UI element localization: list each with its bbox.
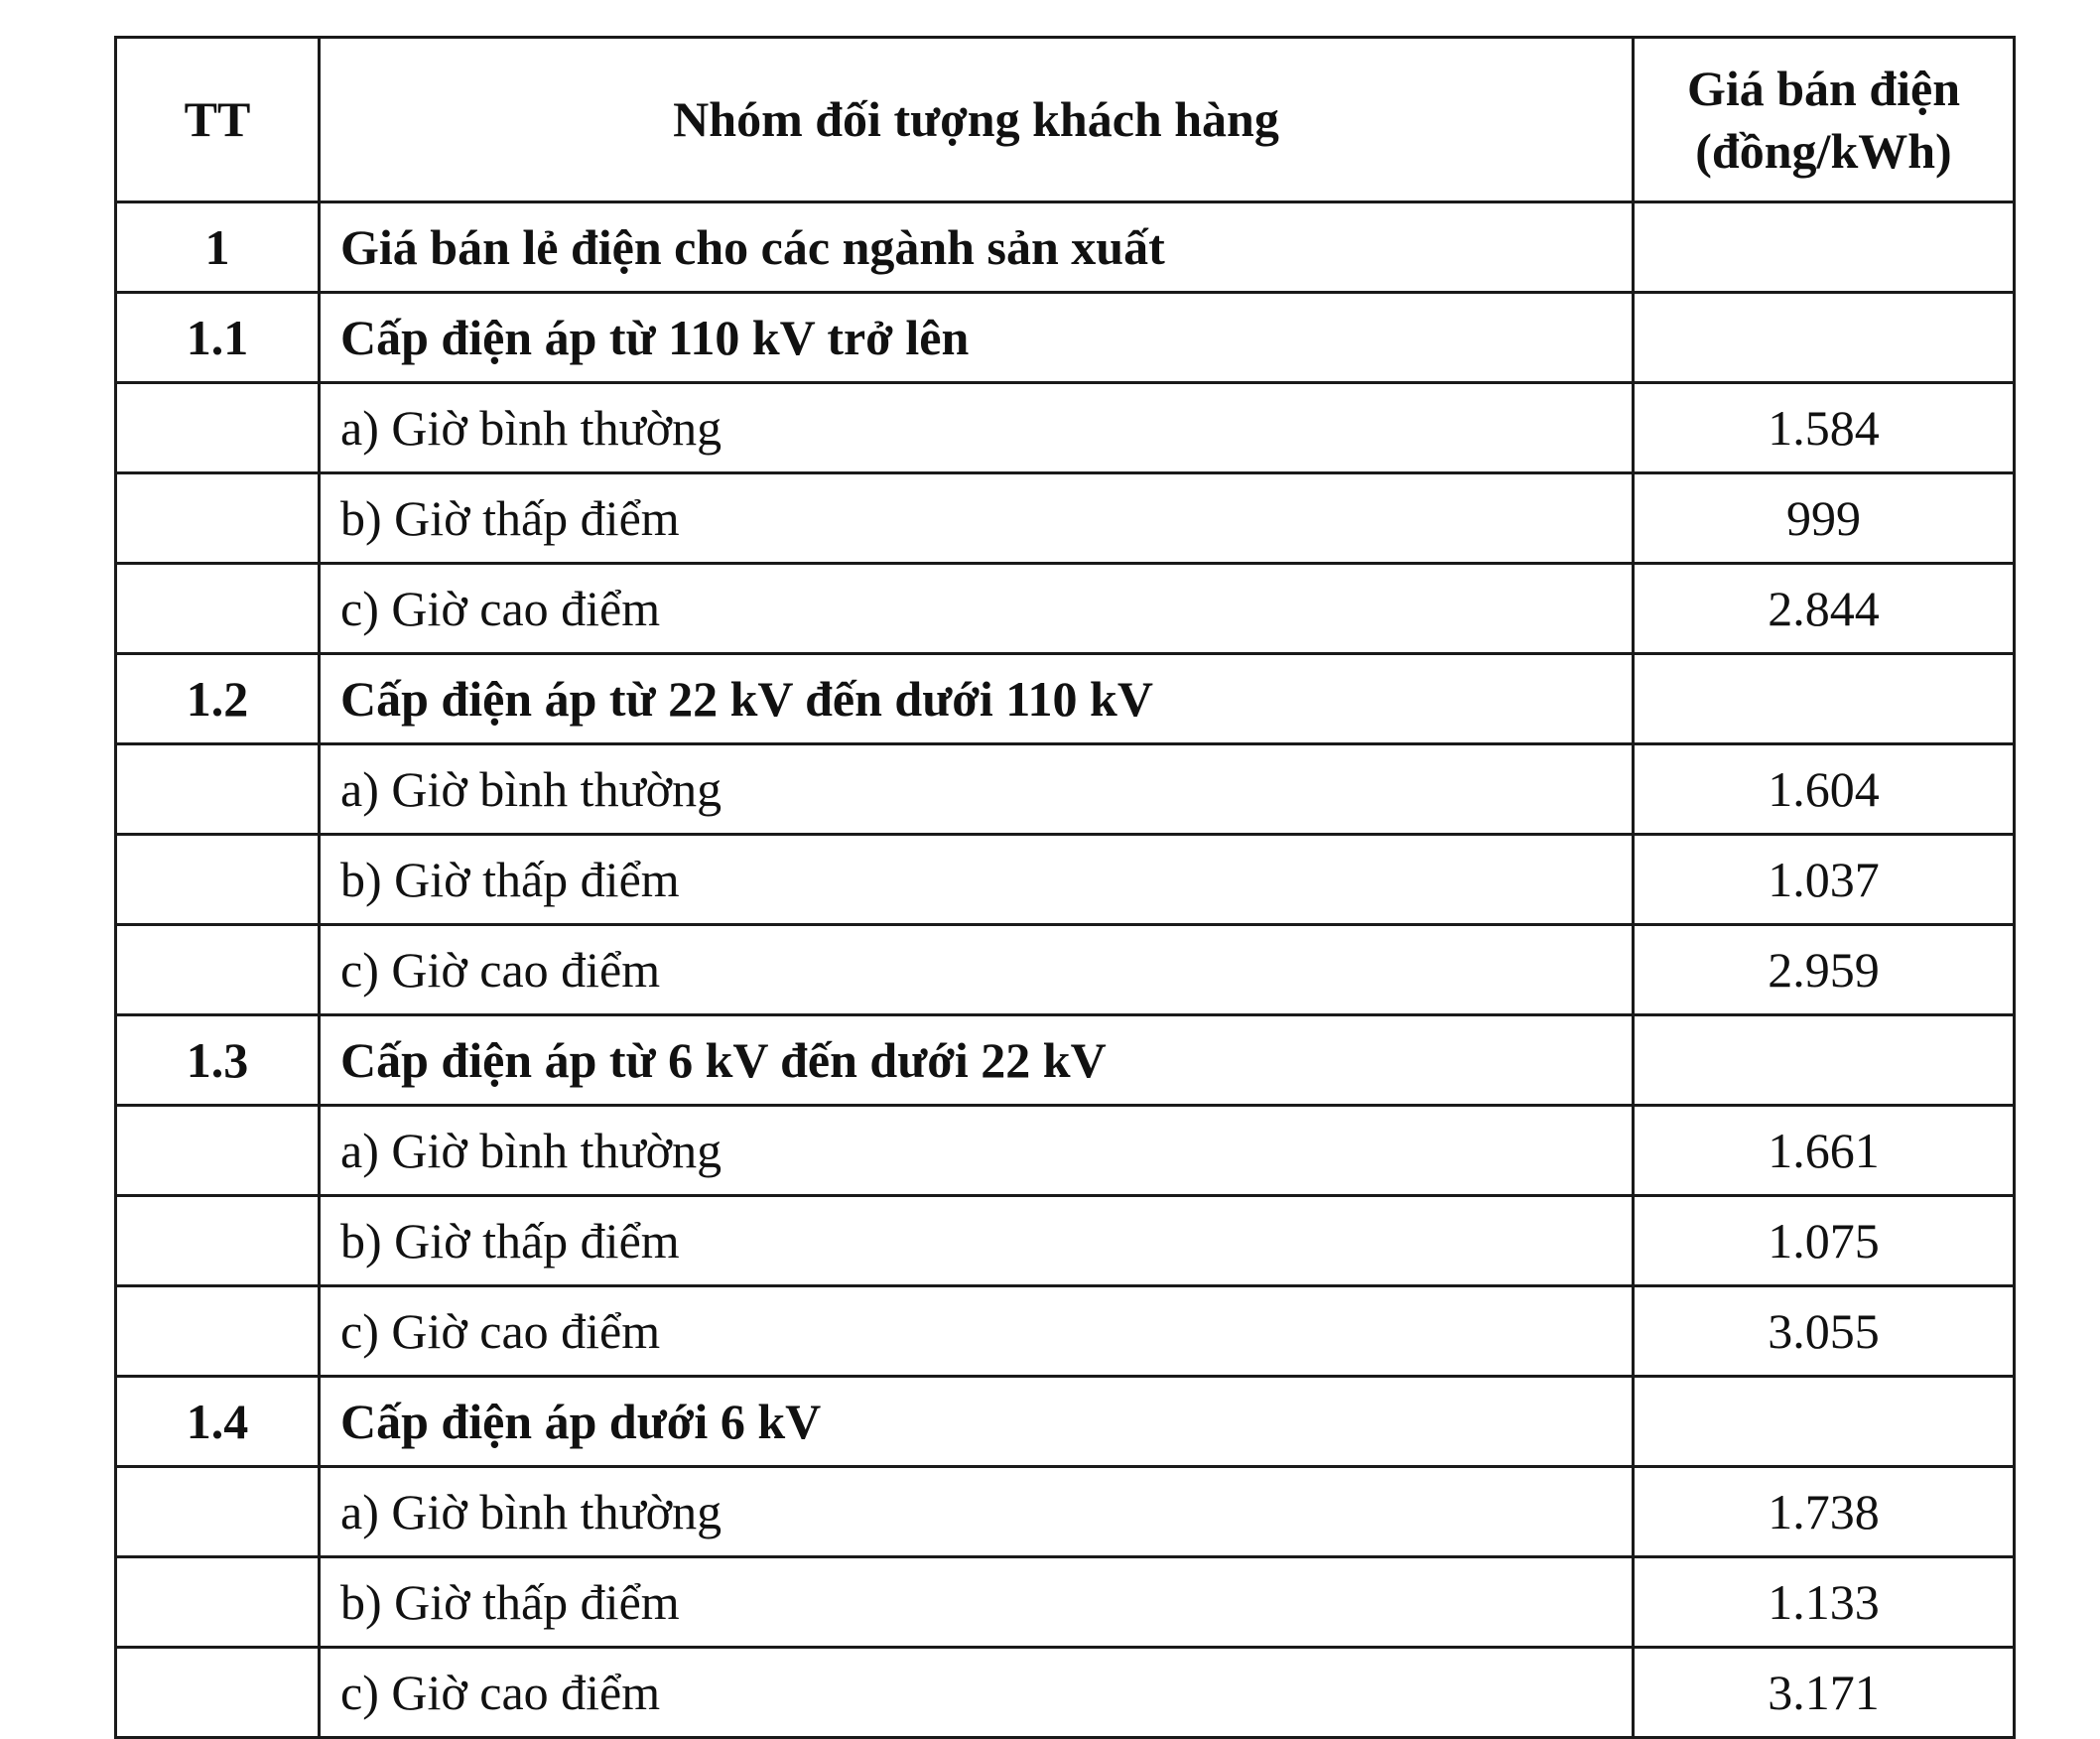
row-price: 1.661 [1632,1104,2016,1197]
row-customer-group: a) Giờ bình thường [318,1465,1635,1558]
row-number [114,381,321,474]
row-number: 1.1 [114,291,321,384]
row-price: 999 [1632,471,2016,565]
row-customer-group: c) Giờ cao điểm [318,1284,1635,1378]
row-price [1632,291,2016,384]
row-customer-group: a) Giờ bình thường [318,1104,1635,1197]
table-row: b) Giờ thấp điểm 1.133 [114,1555,2016,1649]
header-row: TT Nhóm đối tượng khách hàng Giá bán điệ… [114,36,2016,203]
row-price: 1.075 [1632,1194,2016,1287]
row-customer-group: c) Giờ cao điểm [318,923,1635,1016]
row-number [114,1104,321,1197]
header-customer-group: Nhóm đối tượng khách hàng [318,36,1635,203]
table-row: c) Giờ cao điểm 2.844 [114,562,2016,655]
row-number [114,1646,321,1739]
row-price: 1.584 [1632,381,2016,474]
table-row: b) Giờ thấp điểm 1.037 [114,833,2016,926]
row-customer-group: b) Giờ thấp điểm [318,1194,1635,1287]
table-row: b) Giờ thấp điểm 999 [114,471,2016,565]
row-number [114,742,321,836]
row-customer-group: b) Giờ thấp điểm [318,1555,1635,1649]
row-customer-group: a) Giờ bình thường [318,381,1635,474]
table-group-row: 1.3 Cấp điện áp từ 6 kV đến dưới 22 kV [114,1013,2016,1107]
header-tt: TT [114,36,321,203]
row-price [1632,1013,2016,1107]
row-price [1632,652,2016,745]
table-body: 1 Giá bán lẻ điện cho các ngành sản xuất 1… [114,201,2016,1739]
table-row: c) Giờ cao điểm 2.959 [114,923,2016,1016]
table-group-row: 1.4 Cấp điện áp dưới 6 kV [114,1375,2016,1468]
row-price: 3.171 [1632,1646,2016,1739]
header-price-line1: Giá bán điện [1686,61,1961,116]
row-price: 1.037 [1632,833,2016,926]
row-customer-group: Cấp điện áp từ 110 kV trở lên [318,291,1635,384]
row-price: 1.604 [1632,742,2016,836]
row-price: 1.133 [1632,1555,2016,1649]
row-price [1632,201,2016,294]
table-row: a) Giờ bình thường 1.661 [114,1104,2016,1197]
row-number [114,1555,321,1649]
row-number [114,562,321,655]
row-number [114,471,321,565]
row-customer-group: c) Giờ cao điểm [318,562,1635,655]
table-group-row: 1.2 Cấp điện áp từ 22 kV đến dưới 110 kV [114,652,2016,745]
electricity-price-table: TT Nhóm đối tượng khách hàng Giá bán điệ… [114,36,2016,1739]
row-number [114,1194,321,1287]
table-row: c) Giờ cao điểm 3.171 [114,1646,2016,1739]
header-price-unit: (đồng/kWh) [1695,122,1952,179]
row-number: 1.3 [114,1013,321,1107]
row-number [114,923,321,1016]
row-number [114,833,321,926]
row-number: 1.2 [114,652,321,745]
row-number: 1 [114,201,321,294]
row-customer-group: Cấp điện áp từ 6 kV đến dưới 22 kV [318,1013,1635,1107]
table-row: a) Giờ bình thường 1.604 [114,742,2016,836]
row-price: 2.959 [1632,923,2016,1016]
row-number [114,1284,321,1378]
table-row: a) Giờ bình thường 1.738 [114,1465,2016,1558]
row-customer-group: Cấp điện áp dưới 6 kV [318,1375,1635,1468]
row-number [114,1465,321,1558]
row-number: 1.4 [114,1375,321,1468]
row-price: 3.055 [1632,1284,2016,1378]
row-customer-group: c) Giờ cao điểm [318,1646,1635,1739]
row-customer-group: Cấp điện áp từ 22 kV đến dưới 110 kV [318,652,1635,745]
table-row: c) Giờ cao điểm 3.055 [114,1284,2016,1378]
row-customer-group: a) Giờ bình thường [318,742,1635,836]
row-price [1632,1375,2016,1468]
table-group-row: 1.1 Cấp điện áp từ 110 kV trở lên [114,291,2016,384]
table-row: b) Giờ thấp điểm 1.075 [114,1194,2016,1287]
row-customer-group: b) Giờ thấp điểm [318,833,1635,926]
row-price: 1.738 [1632,1465,2016,1558]
row-customer-group: b) Giờ thấp điểm [318,471,1635,565]
row-price: 2.844 [1632,562,2016,655]
header-price: Giá bán điện (đồng/kWh) [1632,36,2016,203]
row-customer-group: Giá bán lẻ điện cho các ngành sản xuất [318,201,1635,294]
table-row: a) Giờ bình thường 1.584 [114,381,2016,474]
table-group-row: 1 Giá bán lẻ điện cho các ngành sản xuất [114,201,2016,294]
